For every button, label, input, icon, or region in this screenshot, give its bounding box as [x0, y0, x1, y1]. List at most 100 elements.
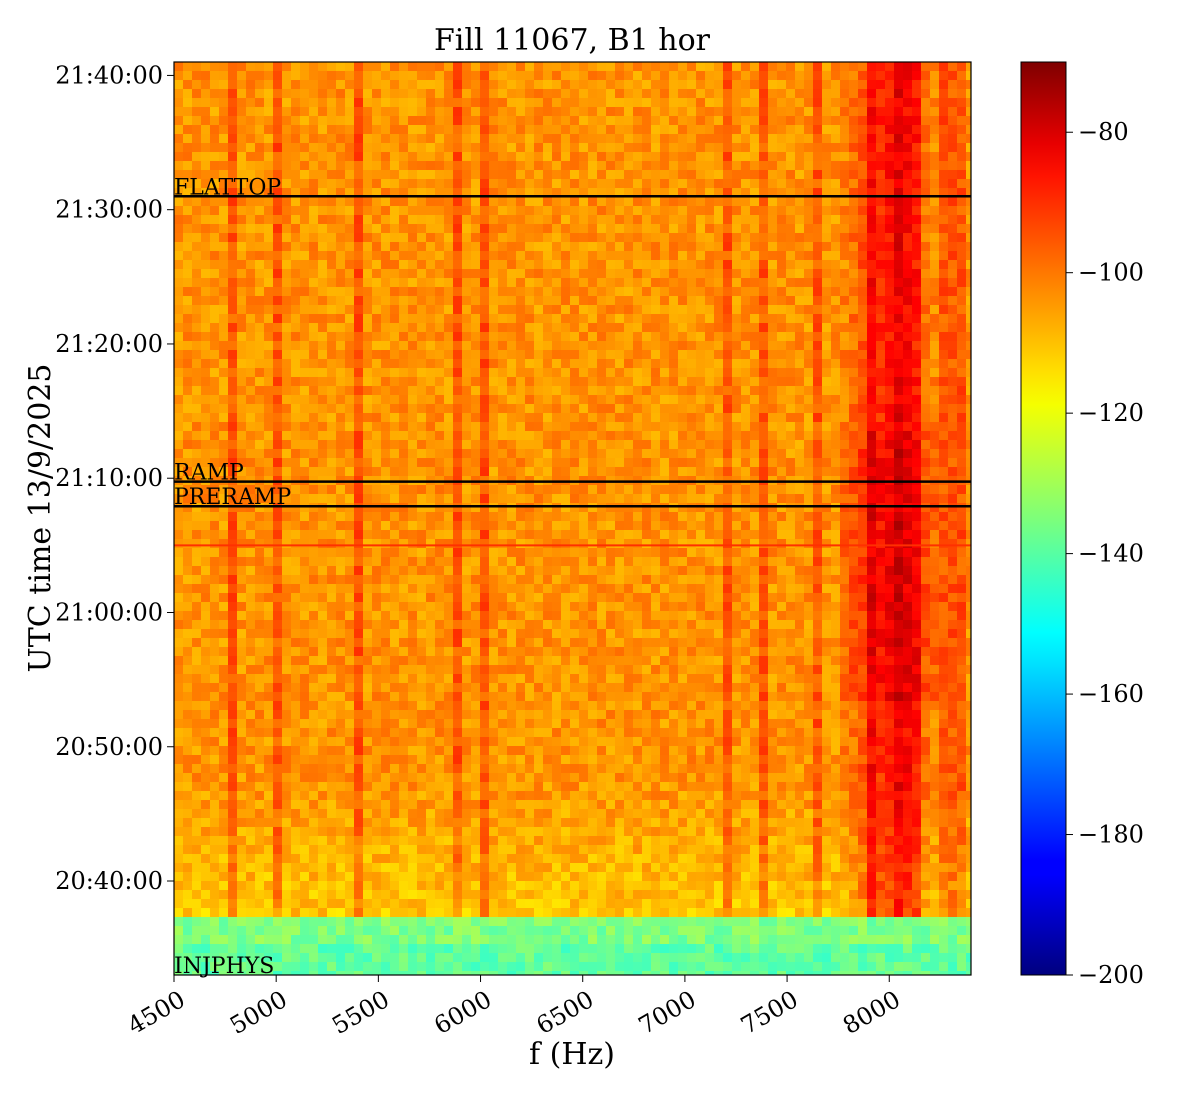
- heatmap-cell: [417, 107, 427, 117]
- heatmap-cell: [930, 503, 940, 513]
- heatmap-cell: [849, 71, 859, 81]
- heatmap-cell: [939, 386, 949, 396]
- heatmap-cell: [246, 512, 256, 522]
- heatmap-cell: [435, 512, 445, 522]
- heatmap-cell: [462, 431, 472, 441]
- heatmap-cell: [408, 350, 418, 360]
- heatmap-cell: [381, 530, 391, 540]
- heatmap-cell: [606, 557, 616, 567]
- heatmap-cell: [381, 404, 391, 414]
- heatmap-cell: [201, 116, 211, 126]
- heatmap-cell: [399, 179, 409, 189]
- heatmap-cell: [696, 377, 706, 387]
- heatmap-cell: [273, 386, 283, 396]
- heatmap-cell: [498, 278, 508, 288]
- heatmap-cell: [408, 296, 418, 306]
- heatmap-cell: [696, 512, 706, 522]
- heatmap-cell: [876, 341, 886, 351]
- heatmap-cell: [525, 107, 535, 117]
- heatmap-cell: [210, 494, 220, 504]
- heatmap-cell: [759, 440, 769, 450]
- heatmap-cell: [300, 188, 310, 198]
- heatmap-cell: [291, 188, 301, 198]
- heatmap-cell: [489, 107, 499, 117]
- heatmap-cell: [453, 512, 463, 522]
- heatmap-cell: [435, 143, 445, 153]
- heatmap-cell: [606, 413, 616, 423]
- heatmap-cell: [336, 323, 346, 333]
- heatmap-cell: [885, 134, 895, 144]
- heatmap-cell: [192, 170, 202, 180]
- heatmap-cell: [255, 269, 265, 279]
- heatmap-cell: [687, 512, 697, 522]
- heatmap-cell: [318, 233, 328, 243]
- heatmap-cell: [390, 350, 400, 360]
- heatmap-cell: [678, 197, 688, 207]
- heatmap-cell: [651, 449, 661, 459]
- heatmap-cell: [687, 557, 697, 567]
- heatmap-cell: [399, 323, 409, 333]
- heatmap-cell: [462, 341, 472, 351]
- heatmap-cell: [642, 179, 652, 189]
- heatmap-cell: [687, 431, 697, 441]
- heatmap-cell: [228, 530, 238, 540]
- heatmap-cell: [354, 413, 364, 423]
- heatmap-cell: [534, 485, 544, 495]
- heatmap-cell: [309, 557, 319, 567]
- heatmap-cell: [957, 557, 967, 567]
- heatmap-cell: [597, 206, 607, 216]
- heatmap-cell: [849, 422, 859, 432]
- heatmap-cell: [345, 206, 355, 216]
- heatmap-cell: [480, 296, 490, 306]
- heatmap-cell: [408, 323, 418, 333]
- heatmap-cell: [849, 161, 859, 171]
- heatmap-cell: [525, 440, 535, 450]
- heatmap-cell: [354, 98, 364, 108]
- heatmap-cell: [354, 359, 364, 369]
- heatmap-cell: [534, 188, 544, 198]
- heatmap-cell: [174, 233, 184, 243]
- heatmap-cell: [687, 494, 697, 504]
- heatmap-cell: [408, 530, 418, 540]
- heatmap-cell: [273, 530, 283, 540]
- heatmap-cell: [318, 557, 328, 567]
- heatmap-cell: [480, 359, 490, 369]
- heatmap-cell: [948, 539, 958, 549]
- heatmap-cell: [327, 377, 337, 387]
- heatmap-cell: [705, 557, 715, 567]
- heatmap-cell: [840, 260, 850, 270]
- heatmap-cell: [201, 485, 211, 495]
- heatmap-cell: [255, 359, 265, 369]
- heatmap-cell: [723, 116, 733, 126]
- heatmap-cell: [462, 134, 472, 144]
- heatmap-cell: [237, 413, 247, 423]
- heatmap-cell: [894, 422, 904, 432]
- heatmap-cell: [624, 305, 634, 315]
- heatmap-cell: [741, 170, 751, 180]
- heatmap-cell: [777, 548, 787, 558]
- heatmap-cell: [516, 71, 526, 81]
- heatmap-cell: [759, 530, 769, 540]
- heatmap-cell: [246, 197, 256, 207]
- heatmap-cell: [795, 161, 805, 171]
- heatmap-cell: [570, 494, 580, 504]
- heatmap-cell: [381, 260, 391, 270]
- heatmap-cell: [669, 404, 679, 414]
- heatmap-cell: [255, 206, 265, 216]
- heatmap-cell: [624, 287, 634, 297]
- heatmap-cell: [291, 296, 301, 306]
- heatmap-cell: [777, 467, 787, 477]
- heatmap-cell: [642, 386, 652, 396]
- heatmap-cell: [471, 206, 481, 216]
- heatmap-cell: [318, 323, 328, 333]
- heatmap-cell: [759, 359, 769, 369]
- heatmap-cell: [543, 521, 553, 531]
- heatmap-cell: [624, 539, 634, 549]
- heatmap-cell: [192, 395, 202, 405]
- heatmap-cell: [930, 188, 940, 198]
- heatmap-cell: [507, 467, 517, 477]
- heatmap-cell: [867, 197, 877, 207]
- heatmap-cell: [264, 350, 274, 360]
- heatmap-cell: [867, 98, 877, 108]
- heatmap-cell: [849, 287, 859, 297]
